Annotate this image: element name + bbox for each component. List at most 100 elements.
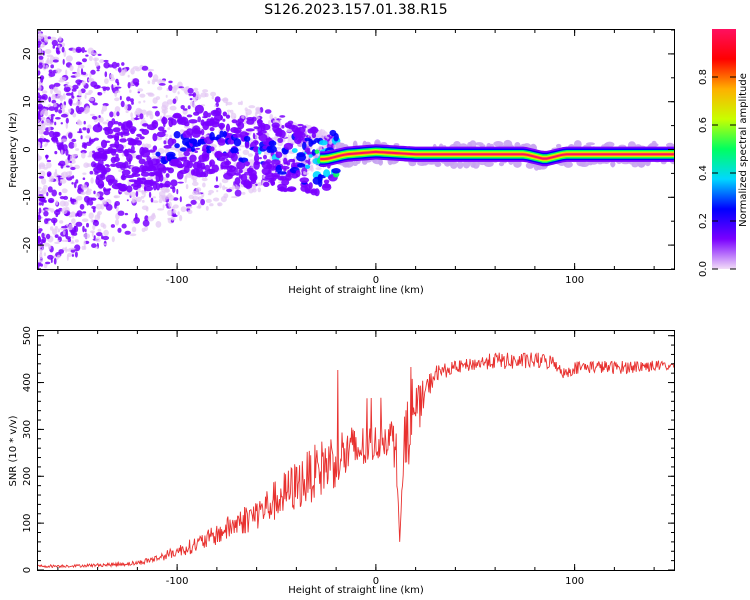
noise-blob	[218, 203, 221, 207]
noise-blob	[45, 261, 51, 265]
noise-blob	[65, 92, 72, 96]
noise-blob	[114, 121, 119, 125]
band-blob	[121, 169, 131, 176]
noise-blob	[38, 231, 42, 234]
band-blob	[138, 158, 146, 165]
x-tick-label: -100	[166, 275, 189, 286]
band-blob	[148, 149, 156, 153]
band-blob	[268, 145, 277, 153]
noise-blob	[50, 113, 55, 117]
noise-blob	[58, 79, 65, 83]
band-blob	[295, 170, 301, 178]
band-blob	[262, 123, 271, 131]
noise-blob	[70, 211, 76, 218]
noise-blob	[182, 108, 188, 111]
noise-blob	[47, 173, 51, 177]
noise-blob	[45, 154, 48, 160]
noise-blob	[186, 206, 193, 209]
noise-blob	[60, 113, 68, 118]
noise-blob	[137, 91, 141, 94]
noise-blob	[43, 242, 50, 247]
noise-blob	[150, 197, 154, 203]
band-blob	[183, 121, 190, 127]
noise-blob	[269, 113, 274, 120]
snr-frame	[37, 330, 675, 571]
noise-blob	[59, 178, 67, 184]
band-blob	[103, 167, 111, 173]
noise-blob	[103, 243, 108, 246]
noise-blob	[42, 42, 45, 48]
noise-blob	[172, 197, 179, 201]
spectrogram-y-label: Frequency (Hz)	[8, 112, 19, 188]
noise-blob	[141, 65, 149, 71]
noise-blob	[48, 96, 52, 103]
band-blob	[139, 136, 145, 140]
noise-blob	[56, 139, 59, 145]
band-blob	[222, 111, 227, 117]
noise-blob	[77, 131, 83, 134]
band-blob	[483, 160, 494, 167]
noise-blob	[71, 88, 77, 92]
y-tick-label: 500	[22, 326, 33, 345]
noise-blob	[82, 58, 87, 63]
band-blob	[308, 154, 313, 158]
noise-blob	[46, 159, 52, 163]
band-blob	[243, 135, 251, 142]
band-blob	[129, 150, 136, 154]
noise-blob	[111, 84, 114, 91]
band-blob	[253, 160, 260, 170]
noise-blob	[59, 220, 64, 224]
noise-blob	[53, 258, 57, 265]
spectrogram-x-label: Height of straight line (km)	[288, 285, 424, 296]
band-blob	[159, 173, 164, 182]
noise-blob	[93, 190, 96, 195]
noise-blob	[247, 153, 254, 157]
noise-blob	[241, 115, 245, 120]
noise-blob	[277, 137, 284, 143]
noise-blob	[41, 120, 44, 124]
noise-blob	[59, 200, 66, 207]
noise-blob	[126, 96, 131, 102]
band-blob	[186, 160, 194, 169]
noise-blob	[61, 46, 65, 53]
band-blob	[151, 120, 159, 129]
noise-blob	[48, 179, 54, 183]
noise-blob	[57, 228, 60, 233]
band-blob	[163, 145, 172, 149]
band-blob	[123, 161, 129, 169]
noise-blob	[220, 196, 227, 203]
noise-blob	[96, 232, 103, 237]
noise-blob	[154, 110, 160, 117]
noise-blob	[119, 95, 122, 101]
noise-blob	[70, 197, 73, 202]
noise-blob	[258, 157, 262, 160]
noise-blob	[62, 58, 65, 65]
noise-blob	[98, 115, 101, 118]
noise-blob	[97, 210, 102, 216]
band-blob	[233, 138, 242, 147]
band-blob	[191, 146, 195, 153]
band-blob	[170, 179, 178, 187]
noise-blob	[156, 136, 163, 141]
band-blob	[286, 186, 297, 193]
band-blob	[196, 130, 203, 135]
band-blob	[97, 147, 105, 152]
noise-blob	[49, 175, 55, 181]
band-blob	[203, 154, 208, 159]
noise-blob	[74, 72, 81, 78]
noise-blob	[309, 164, 313, 171]
noise-blob	[68, 132, 73, 139]
noise-blob	[177, 91, 180, 95]
noise-blob	[205, 198, 212, 203]
noise-blob	[207, 192, 212, 196]
band-blob	[136, 140, 142, 146]
noise-blob	[81, 184, 88, 190]
noise-blob	[48, 106, 56, 111]
noise-blob	[170, 186, 175, 190]
noise-blob	[57, 162, 62, 166]
noise-blob	[55, 117, 61, 120]
noise-blob	[172, 209, 177, 214]
band-blob	[563, 161, 573, 168]
noise-blob	[163, 110, 166, 117]
noise-blob	[214, 96, 221, 103]
